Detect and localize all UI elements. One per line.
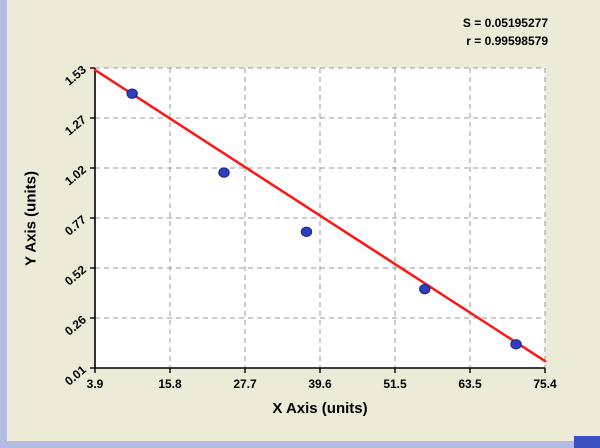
data-point xyxy=(126,88,138,99)
x-tick-label: 39.6 xyxy=(308,377,332,391)
data-point xyxy=(300,226,313,238)
y-axis-title: Y Axis (units) xyxy=(22,170,40,267)
corner-accent-square xyxy=(574,436,600,448)
left-accent-strip xyxy=(0,0,7,448)
x-tick-label: 15.8 xyxy=(158,377,182,391)
x-tick-label: 27.7 xyxy=(233,377,257,391)
y-tick-label: 0.52 xyxy=(62,262,89,288)
s-value-label: S = 0.05195277 xyxy=(462,16,548,30)
stats-annotation: S = 0.05195277 r = 0.99598579 xyxy=(463,14,548,50)
data-point xyxy=(218,167,230,178)
r-value-label: r = 0.99598579 xyxy=(466,34,548,48)
y-tick-label: 1.02 xyxy=(62,162,89,188)
y-tick-label: 1.27 xyxy=(62,112,89,138)
data-point xyxy=(419,283,431,295)
y-tick-label: 0.01 xyxy=(62,362,89,388)
bottom-accent-strip xyxy=(0,441,600,448)
x-axis-title: X Axis (units) xyxy=(272,400,368,417)
x-tick-label: 63.5 xyxy=(458,377,482,391)
y-tick-label: 0.77 xyxy=(62,212,89,238)
x-tick-label: 75.4 xyxy=(533,377,557,391)
y-tick-label: 0.26 xyxy=(62,312,89,338)
data-point xyxy=(510,339,522,350)
fit-line xyxy=(93,68,547,363)
x-tick-label: 3.9 xyxy=(87,377,104,391)
x-tick-label: 51.5 xyxy=(383,377,407,391)
y-tick-label: 1.53 xyxy=(62,62,89,88)
